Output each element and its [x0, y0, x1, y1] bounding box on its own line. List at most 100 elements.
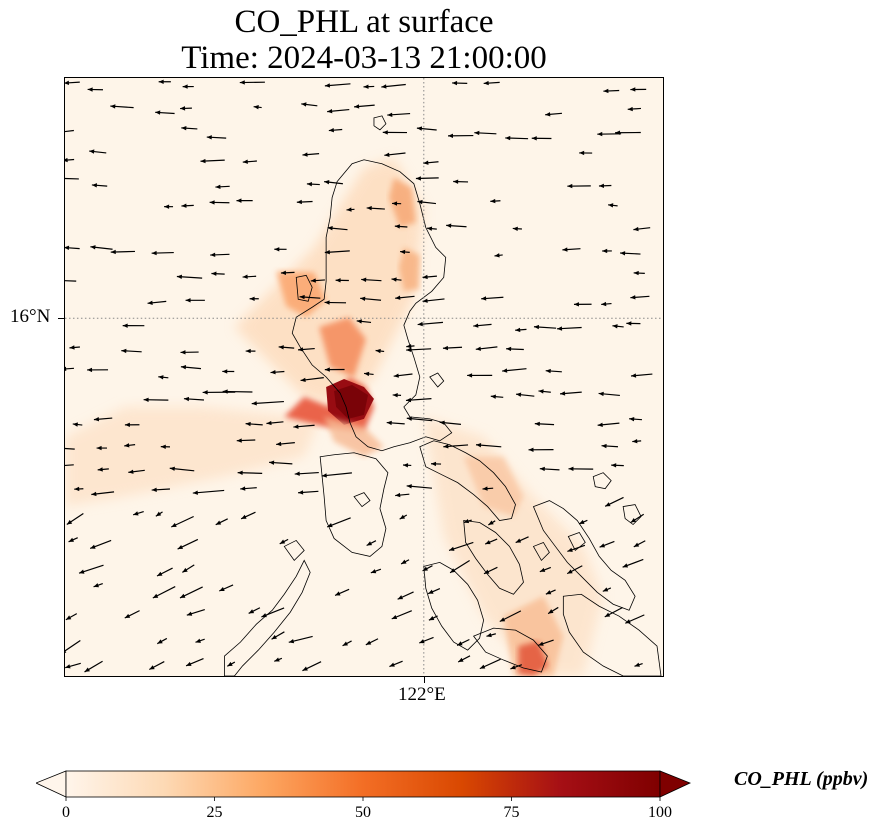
wind-vector — [180, 365, 202, 370]
wind-vector — [612, 324, 624, 329]
wind-vector — [195, 638, 205, 643]
wind-vector — [453, 179, 469, 184]
wind-vector — [381, 83, 406, 89]
wind-vector — [502, 368, 527, 373]
wind-vector — [160, 444, 170, 449]
colorbar-title: CO_PHL (ppbv) — [734, 768, 869, 790]
wind-vector — [427, 588, 441, 595]
wind-vector — [65, 157, 75, 163]
title-line-2: Time: 2024-03-13 21:00:00 — [181, 40, 547, 76]
coastline — [319, 452, 389, 557]
wind-vector — [633, 226, 651, 232]
wind-vector — [598, 391, 620, 397]
wind-vector — [430, 461, 442, 467]
wind-vector — [270, 369, 285, 375]
co-plume — [423, 416, 604, 676]
wind-vector — [559, 391, 582, 396]
wind-vector — [274, 247, 287, 252]
wind-vector — [69, 345, 80, 350]
wind-vector — [89, 149, 107, 154]
wind-vector — [604, 606, 623, 618]
wind-vector — [65, 129, 74, 133]
wind-vector — [392, 201, 402, 206]
coastline — [622, 504, 642, 526]
wind-vector — [293, 424, 315, 429]
wind-vector — [568, 466, 594, 472]
wind-vector — [599, 540, 615, 548]
wind-vector — [65, 280, 77, 282]
wind-vector — [488, 520, 496, 526]
wind-vector — [515, 327, 527, 333]
wind-vector — [415, 176, 439, 181]
wind-vector — [475, 346, 498, 351]
wind-vector — [531, 136, 552, 141]
wind-vector — [251, 400, 284, 406]
colorbar-max-extension — [659, 770, 692, 798]
wind-vector — [428, 615, 438, 621]
wind-vector — [249, 296, 259, 301]
wind-vector — [467, 373, 493, 378]
wind-vector — [573, 302, 592, 307]
coastline — [562, 593, 662, 676]
wind-vector — [400, 249, 410, 255]
wind-vector — [597, 131, 622, 137]
colorbar-tick-label: 75 — [503, 804, 520, 821]
map-panel — [64, 77, 664, 677]
wind-vector — [215, 184, 230, 189]
wind-vector — [615, 130, 641, 135]
wind-vector — [158, 375, 169, 380]
wind-vector — [78, 564, 104, 574]
wind-vector — [601, 301, 612, 307]
wind-vector — [603, 88, 620, 94]
wind-vector — [122, 323, 145, 328]
wind-vector — [245, 348, 256, 354]
wind-vector — [181, 203, 194, 208]
wind-vector — [630, 513, 645, 524]
wind-vector — [481, 296, 504, 301]
wind-vector — [84, 660, 103, 673]
map-canvas — [65, 78, 663, 676]
wind-vector — [328, 127, 343, 133]
title-line-1: CO_PHL at surface — [234, 4, 494, 40]
wind-vector — [363, 371, 374, 377]
wind-vector — [406, 347, 432, 353]
coastline — [429, 372, 445, 388]
wind-vector — [484, 538, 498, 545]
wind-vector — [482, 486, 494, 491]
wind-vector — [65, 447, 75, 450]
wind-vector — [202, 390, 236, 395]
wind-vector — [515, 392, 535, 397]
wind-vector — [157, 637, 168, 645]
wind-vector — [222, 389, 253, 394]
colorbar-tick-label: 100 — [648, 804, 672, 821]
co-concentration-field — [65, 157, 604, 676]
wind-vector — [248, 607, 261, 614]
wind-vector — [65, 613, 78, 621]
coastline — [419, 440, 516, 521]
wind-vector — [327, 226, 348, 231]
coastline — [283, 539, 305, 562]
wind-vector — [242, 159, 257, 164]
wind-vector — [288, 635, 313, 644]
wind-vector — [210, 252, 230, 258]
wind-vector — [132, 510, 144, 516]
wind-vector — [365, 638, 379, 646]
wind-vector — [297, 347, 315, 352]
wind-vector — [181, 126, 198, 131]
wind-vector — [382, 130, 408, 135]
wind-vector — [183, 396, 205, 402]
wind-vector — [215, 518, 228, 526]
coastlines — [224, 115, 662, 676]
wind-vector — [393, 373, 413, 378]
colorbar-tick-label: 0 — [62, 804, 70, 821]
wind-vector — [296, 199, 313, 205]
co-plume — [388, 177, 416, 228]
wind-vector — [620, 251, 641, 256]
wind-vector — [335, 278, 349, 283]
wind-vector — [626, 321, 641, 326]
wind-vector — [422, 298, 445, 303]
wind-vector — [417, 321, 444, 327]
wind-vector — [538, 389, 551, 394]
wind-vector — [510, 664, 523, 670]
wind-vector — [630, 373, 653, 378]
